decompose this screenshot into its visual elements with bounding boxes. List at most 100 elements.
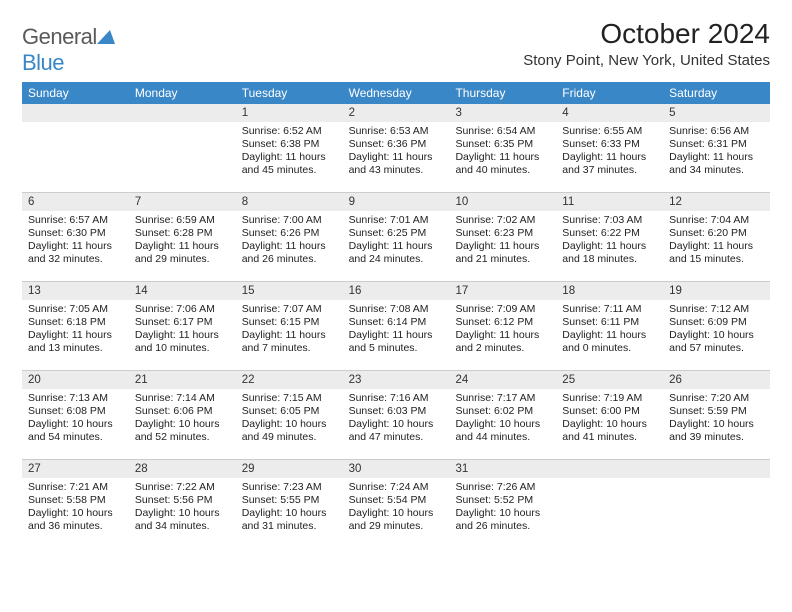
daylight-line: Daylight: 11 hours and 21 minutes. (455, 240, 550, 266)
sunrise-line: Sunrise: 7:13 AM (28, 392, 123, 405)
day-number: 26 (663, 371, 770, 389)
sunset-line: Sunset: 6:35 PM (455, 138, 550, 151)
weekday-monday: Monday (129, 86, 236, 100)
title-block: October 2024 Stony Point, New York, Unit… (523, 18, 770, 69)
daylight-line: Daylight: 10 hours and 47 minutes. (349, 418, 444, 444)
day-content (22, 122, 129, 129)
day-content: Sunrise: 7:26 AMSunset: 5:52 PMDaylight:… (449, 478, 556, 538)
day-number: 7 (129, 193, 236, 211)
day-content: Sunrise: 7:03 AMSunset: 6:22 PMDaylight:… (556, 211, 663, 271)
sunset-line: Sunset: 6:12 PM (455, 316, 550, 329)
day-number: 22 (236, 371, 343, 389)
day-number: 2 (343, 104, 450, 122)
calendar-day: 12Sunrise: 7:04 AMSunset: 6:20 PMDayligh… (663, 193, 770, 281)
sunset-line: Sunset: 6:30 PM (28, 227, 123, 240)
calendar-week: 27Sunrise: 7:21 AMSunset: 5:58 PMDayligh… (22, 460, 770, 548)
day-number: 11 (556, 193, 663, 211)
day-number: 10 (449, 193, 556, 211)
day-number (663, 460, 770, 478)
day-content: Sunrise: 6:55 AMSunset: 6:33 PMDaylight:… (556, 122, 663, 182)
day-content: Sunrise: 7:02 AMSunset: 6:23 PMDaylight:… (449, 211, 556, 271)
calendar-day: 24Sunrise: 7:17 AMSunset: 6:02 PMDayligh… (449, 371, 556, 459)
sunset-line: Sunset: 6:25 PM (349, 227, 444, 240)
daylight-line: Daylight: 10 hours and 26 minutes. (455, 507, 550, 533)
sunrise-line: Sunrise: 7:14 AM (135, 392, 230, 405)
daylight-line: Daylight: 11 hours and 29 minutes. (135, 240, 230, 266)
calendar-week: 6Sunrise: 6:57 AMSunset: 6:30 PMDaylight… (22, 193, 770, 282)
daylight-line: Daylight: 11 hours and 15 minutes. (669, 240, 764, 266)
sunrise-line: Sunrise: 7:26 AM (455, 481, 550, 494)
day-content (663, 478, 770, 485)
sunset-line: Sunset: 6:03 PM (349, 405, 444, 418)
calendar-week: 1Sunrise: 6:52 AMSunset: 6:38 PMDaylight… (22, 104, 770, 193)
daylight-line: Daylight: 11 hours and 7 minutes. (242, 329, 337, 355)
sunset-line: Sunset: 6:02 PM (455, 405, 550, 418)
day-content (129, 122, 236, 129)
day-number: 29 (236, 460, 343, 478)
calendar-day (129, 104, 236, 192)
day-number: 25 (556, 371, 663, 389)
sunrise-line: Sunrise: 6:52 AM (242, 125, 337, 138)
sunset-line: Sunset: 6:28 PM (135, 227, 230, 240)
sunrise-line: Sunrise: 6:55 AM (562, 125, 657, 138)
sunrise-line: Sunrise: 7:06 AM (135, 303, 230, 316)
day-number: 13 (22, 282, 129, 300)
day-number: 12 (663, 193, 770, 211)
day-number: 14 (129, 282, 236, 300)
day-number: 4 (556, 104, 663, 122)
sunrise-line: Sunrise: 6:54 AM (455, 125, 550, 138)
header: GeneralBlue October 2024 Stony Point, Ne… (22, 18, 770, 76)
day-content: Sunrise: 7:01 AMSunset: 6:25 PMDaylight:… (343, 211, 450, 271)
calendar-day: 14Sunrise: 7:06 AMSunset: 6:17 PMDayligh… (129, 282, 236, 370)
sunset-line: Sunset: 6:06 PM (135, 405, 230, 418)
daylight-line: Daylight: 10 hours and 49 minutes. (242, 418, 337, 444)
calendar-day: 22Sunrise: 7:15 AMSunset: 6:05 PMDayligh… (236, 371, 343, 459)
calendar-day: 20Sunrise: 7:13 AMSunset: 6:08 PMDayligh… (22, 371, 129, 459)
day-content: Sunrise: 6:57 AMSunset: 6:30 PMDaylight:… (22, 211, 129, 271)
day-content: Sunrise: 7:22 AMSunset: 5:56 PMDaylight:… (129, 478, 236, 538)
location: Stony Point, New York, United States (523, 52, 770, 69)
sunset-line: Sunset: 6:33 PM (562, 138, 657, 151)
sunset-line: Sunset: 5:55 PM (242, 494, 337, 507)
day-content: Sunrise: 7:04 AMSunset: 6:20 PMDaylight:… (663, 211, 770, 271)
logo-part2: Blue (22, 50, 64, 75)
calendar-day: 27Sunrise: 7:21 AMSunset: 5:58 PMDayligh… (22, 460, 129, 548)
sunrise-line: Sunrise: 7:03 AM (562, 214, 657, 227)
sunrise-line: Sunrise: 7:16 AM (349, 392, 444, 405)
daylight-line: Daylight: 11 hours and 2 minutes. (455, 329, 550, 355)
day-content: Sunrise: 7:16 AMSunset: 6:03 PMDaylight:… (343, 389, 450, 449)
sunrise-line: Sunrise: 6:53 AM (349, 125, 444, 138)
day-content: Sunrise: 7:09 AMSunset: 6:12 PMDaylight:… (449, 300, 556, 360)
daylight-line: Daylight: 11 hours and 43 minutes. (349, 151, 444, 177)
day-content: Sunrise: 6:54 AMSunset: 6:35 PMDaylight:… (449, 122, 556, 182)
weekday-friday: Friday (556, 86, 663, 100)
day-number: 31 (449, 460, 556, 478)
daylight-line: Daylight: 10 hours and 44 minutes. (455, 418, 550, 444)
logo-part1: General (22, 24, 97, 49)
daylight-line: Daylight: 10 hours and 34 minutes. (135, 507, 230, 533)
day-number: 17 (449, 282, 556, 300)
daylight-line: Daylight: 10 hours and 52 minutes. (135, 418, 230, 444)
calendar-day (556, 460, 663, 548)
daylight-line: Daylight: 11 hours and 13 minutes. (28, 329, 123, 355)
weekday-wednesday: Wednesday (343, 86, 450, 100)
daylight-line: Daylight: 11 hours and 18 minutes. (562, 240, 657, 266)
day-content: Sunrise: 7:07 AMSunset: 6:15 PMDaylight:… (236, 300, 343, 360)
logo: GeneralBlue (22, 18, 115, 76)
calendar-day: 30Sunrise: 7:24 AMSunset: 5:54 PMDayligh… (343, 460, 450, 548)
day-number: 24 (449, 371, 556, 389)
logo-triangle-icon (97, 24, 115, 50)
day-number: 28 (129, 460, 236, 478)
sunrise-line: Sunrise: 6:56 AM (669, 125, 764, 138)
calendar-day: 5Sunrise: 6:56 AMSunset: 6:31 PMDaylight… (663, 104, 770, 192)
weekday-header: Sunday Monday Tuesday Wednesday Thursday… (22, 82, 770, 104)
calendar-day: 21Sunrise: 7:14 AMSunset: 6:06 PMDayligh… (129, 371, 236, 459)
calendar-week: 13Sunrise: 7:05 AMSunset: 6:18 PMDayligh… (22, 282, 770, 371)
day-content: Sunrise: 7:21 AMSunset: 5:58 PMDaylight:… (22, 478, 129, 538)
calendar-day: 4Sunrise: 6:55 AMSunset: 6:33 PMDaylight… (556, 104, 663, 192)
sunset-line: Sunset: 6:15 PM (242, 316, 337, 329)
sunrise-line: Sunrise: 7:07 AM (242, 303, 337, 316)
sunset-line: Sunset: 6:11 PM (562, 316, 657, 329)
day-number (22, 104, 129, 122)
sunset-line: Sunset: 5:52 PM (455, 494, 550, 507)
